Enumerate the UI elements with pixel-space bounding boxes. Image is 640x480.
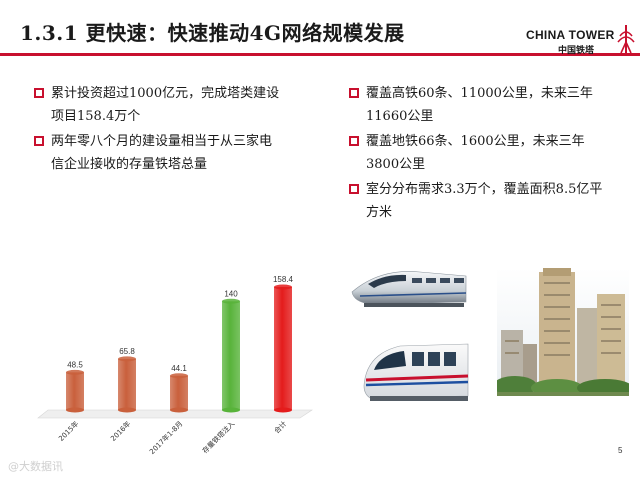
chart-data-label: 48.5 — [67, 360, 83, 369]
high-speed-train-image — [351, 271, 467, 307]
square-bullet-icon — [34, 88, 44, 98]
chart-bar — [222, 298, 240, 413]
chart-bar — [66, 369, 84, 413]
bullet-line: 信企业接收的存量铁塔总量 — [51, 157, 208, 172]
bullet-line: 3800公里 — [366, 157, 426, 172]
chart-tick-label: 存量铁塔注入 — [200, 419, 236, 455]
bullet-line: 覆盖高铁60条、11000公里，未来三年 — [366, 86, 593, 101]
square-bullet-icon — [34, 136, 44, 146]
china-tower-logo: CHINA TOWER 中国铁塔 — [518, 24, 636, 56]
bullet-item: 两年零八个月的建设量相当于从三家电 信企业接收的存量铁塔总量 — [33, 130, 313, 176]
residential-buildings-image — [497, 268, 629, 396]
chart-data-label: 44.1 — [171, 364, 187, 373]
square-bullet-icon — [349, 88, 359, 98]
square-bullet-icon — [349, 184, 359, 194]
chart-data-label: 158.4 — [273, 275, 294, 284]
bullet-line: 项目158.4万个 — [51, 109, 141, 124]
chart-tick-label: 合计 — [272, 419, 288, 435]
chart-tick-label: 2017年1-8月 — [147, 419, 184, 456]
bullet-line: 方米 — [366, 205, 393, 220]
subway-train-image — [363, 343, 469, 401]
left-bullet-list: 累计投资超过1000亿元，完成塔类建设 项目158.4万个 两年零八个月的建设量… — [33, 82, 313, 178]
bullet-line: 累计投资超过1000亿元，完成塔类建设 — [51, 86, 280, 101]
chart-bar — [274, 284, 292, 413]
watermark-text: @大数据讯 — [8, 460, 63, 473]
page-number: 5 — [618, 446, 623, 455]
bullet-line: 覆盖地铁66条、1600公里，未来三年 — [366, 134, 585, 149]
bullet-item: 室分分布需求3.3万个，覆盖面积8.5亿平 方米 — [348, 178, 618, 224]
bullet-line: 两年零八个月的建设量相当于从三家电 — [51, 134, 273, 149]
chart-data-label: 65.8 — [119, 347, 135, 356]
title-divider — [0, 53, 640, 56]
chart-data-label: 140 — [224, 289, 238, 298]
chart-tick-label: 2015年 — [56, 419, 80, 443]
logo-chinese-text: 中国铁塔 — [558, 46, 595, 56]
tower-mark-icon — [617, 25, 635, 54]
chart-bar — [170, 373, 188, 413]
bullet-item: 覆盖高铁60条、11000公里，未来三年 11660公里 — [348, 82, 618, 128]
slide-title: 1.3.1 更快速：快速推动4G网络规模发展 — [20, 21, 405, 45]
bullet-line: 室分分布需求3.3万个，覆盖面积8.5亿平 — [366, 182, 603, 197]
investment-bar-chart: 48.5 2015年 65.8 2016年 44.1 2017年1-8月 140 存量铁塔注入… — [37, 275, 313, 456]
right-bullet-list: 覆盖高铁60条、11000公里，未来三年 11660公里 覆盖地铁66条、160… — [348, 82, 618, 226]
chart-bar — [118, 356, 136, 413]
bullet-item: 覆盖地铁66条、1600公里，未来三年 3800公里 — [348, 130, 618, 176]
square-bullet-icon — [349, 136, 359, 146]
bullet-item: 累计投资超过1000亿元，完成塔类建设 项目158.4万个 — [33, 82, 313, 128]
chart-tick-label: 2016年 — [108, 419, 132, 443]
logo-english-text: CHINA TOWER — [526, 28, 615, 42]
bullet-line: 11660公里 — [366, 109, 434, 124]
